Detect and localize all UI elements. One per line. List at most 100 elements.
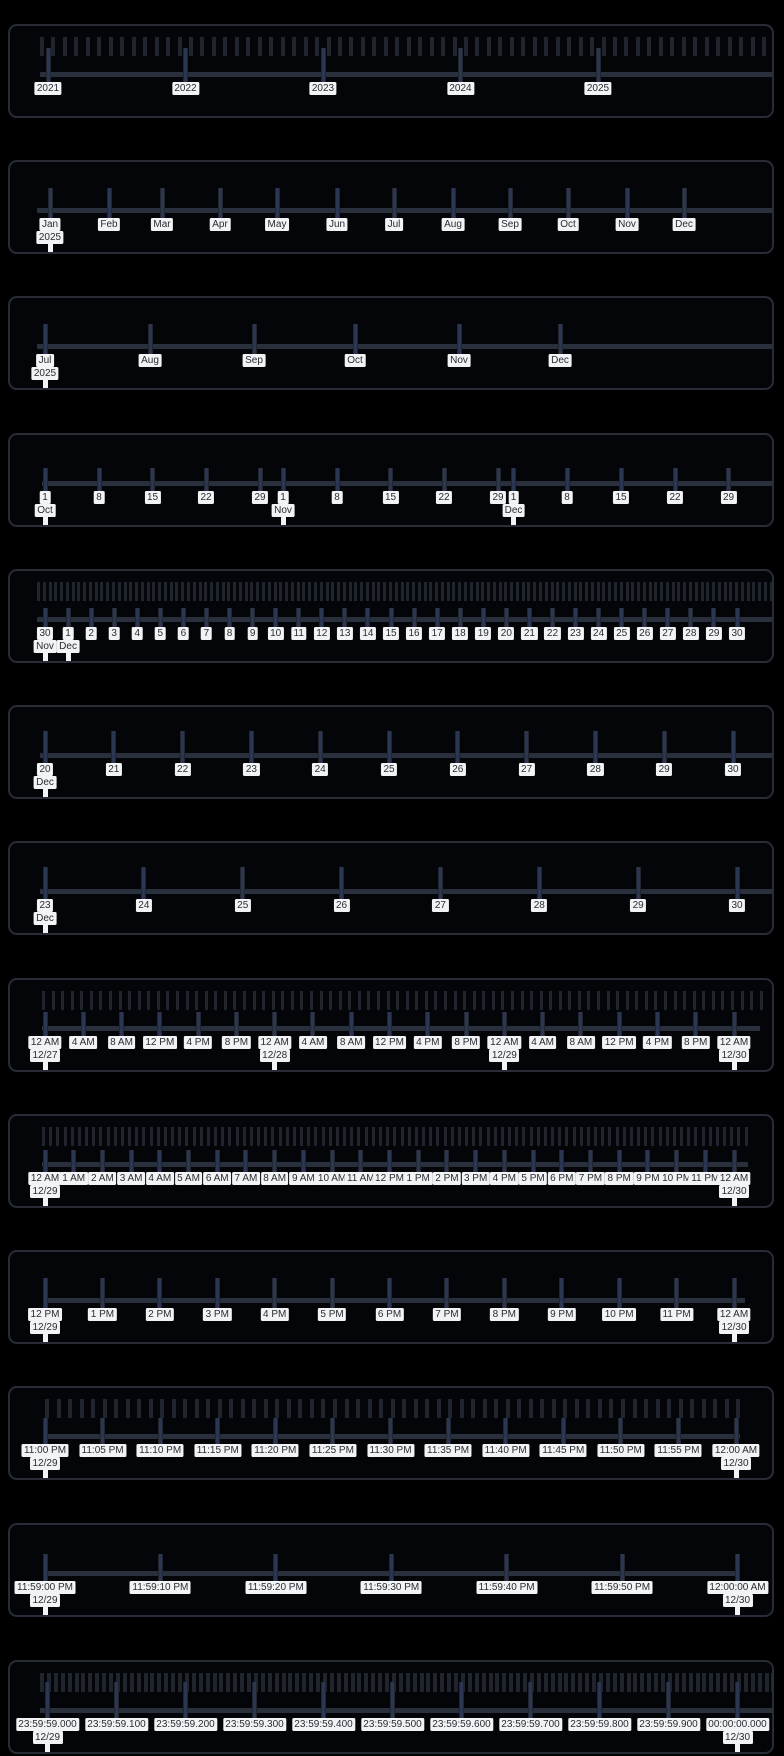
tick-label: 24: [590, 627, 607, 640]
date-label-tail: [42, 380, 48, 388]
major-tick: [42, 608, 48, 627]
minor-tick: [257, 37, 262, 56]
major-tick: [243, 1150, 249, 1172]
major-tick: [564, 468, 570, 491]
minor-tick: [91, 1399, 96, 1418]
minor-tick: [100, 582, 104, 601]
date-label-tail: [42, 517, 48, 525]
minor-tick: [533, 582, 537, 601]
major-tick: [134, 608, 140, 627]
minor-tick: [540, 1399, 545, 1418]
major-tick: [42, 1418, 48, 1444]
minor-tick: [727, 37, 732, 56]
minor-tick: [240, 1399, 245, 1418]
major-tick: [111, 608, 117, 627]
major-tick: [391, 188, 397, 218]
tick-label: 30: [724, 763, 742, 776]
major-tick: [272, 1012, 278, 1036]
tick-date-sublabel: 2025: [36, 231, 64, 244]
minor-tick: [377, 582, 381, 601]
major-tick: [240, 867, 246, 899]
date-label-tail: [501, 1062, 507, 1070]
major-tick: [731, 1012, 737, 1036]
minor-tick: [488, 1672, 493, 1692]
minor-tick: [574, 1399, 579, 1418]
tick-label: Jul: [36, 354, 54, 367]
major-tick: [681, 188, 687, 218]
minor-tick: [328, 1127, 332, 1146]
minor-tick: [192, 1127, 196, 1146]
major-tick: [42, 731, 48, 763]
tick-label: Jan: [39, 218, 61, 231]
tick-label: 2023: [309, 82, 337, 95]
minor-tick: [522, 1127, 526, 1146]
minor-tick: [88, 582, 92, 601]
tick-date-sublabel: 12/30: [720, 1457, 752, 1470]
minor-tick: [443, 991, 447, 1010]
minor-tick: [625, 991, 629, 1010]
major-tick: [635, 867, 641, 899]
minor-tick: [394, 582, 398, 601]
minor-tick: [549, 991, 553, 1010]
minor-tick: [372, 37, 377, 56]
minor-tick: [592, 1672, 596, 1692]
tick-date-sublabel: 12/29: [32, 1730, 63, 1744]
tick-label: 19: [475, 627, 492, 640]
minor-tick: [693, 37, 698, 56]
minor-tick: [125, 1399, 130, 1418]
tick-label: 23: [567, 627, 584, 640]
minor-tick: [701, 1127, 705, 1146]
minor-tick: [642, 582, 646, 601]
minor-tick: [329, 991, 333, 1010]
minor-tick: [521, 37, 526, 56]
major-tick: [183, 1681, 188, 1718]
tick-label: 11:30 PM: [366, 1444, 415, 1457]
minor-tick: [171, 1399, 176, 1418]
minor-tick: [333, 1399, 337, 1418]
tick-label: 8 PM: [681, 1036, 710, 1049]
minor-tick: [414, 1127, 418, 1146]
major-tick: [339, 867, 345, 899]
axis-panel-inner: 12 PM 12/29 1 PM 2 PM 3 PM 4 PM 5 PM 6 PM 7 PM 8 …: [10, 1252, 772, 1342]
major-tick: [157, 1278, 163, 1308]
minor-tick: [648, 582, 652, 601]
tick-label: 2 PM: [432, 1172, 462, 1185]
tick-label: 12:00:00 AM: [706, 1581, 769, 1594]
tick-label: 4 PM: [643, 1036, 672, 1049]
tick-label: Jul: [385, 218, 403, 231]
tick-label: 10 PM: [659, 1172, 694, 1185]
minor-tick: [194, 1399, 199, 1418]
major-tick: [530, 1150, 536, 1172]
major-tick: [352, 324, 358, 354]
minor-tick: [515, 1127, 519, 1146]
major-tick: [434, 608, 440, 627]
minor-tick: [737, 1127, 741, 1146]
minor-tick: [148, 1399, 153, 1418]
minor-tick: [221, 582, 225, 601]
tick-label: 11:59:10 PM: [129, 1581, 191, 1594]
minor-tick: [423, 582, 427, 601]
minor-tick: [539, 991, 543, 1010]
tick-label: 8: [331, 491, 343, 504]
minor-tick: [757, 1672, 762, 1692]
axis-panel-seconds-10s-steps: 11:59:00 PM 12/29 11:59:10 PM 11:59:20 PM 11…: [8, 1523, 774, 1617]
tick-label: 23: [243, 763, 260, 776]
axis-panel-inner: Jan 2025 Feb Mar Apr May Jun Jul Aug Sep Oct Nov Dec: [10, 162, 772, 252]
minor-tick: [354, 582, 358, 601]
minor-tick: [609, 1399, 614, 1418]
minor-tick: [228, 1127, 232, 1146]
date-label-tail: [735, 1743, 740, 1752]
minor-tick: [178, 1127, 182, 1146]
minor-tick: [360, 37, 365, 56]
minor-tick: [388, 582, 392, 601]
minor-tick: [252, 991, 256, 1010]
tick-label: 9 PM: [633, 1172, 663, 1185]
major-tick: [42, 1554, 48, 1581]
minor-tick: [665, 1127, 669, 1146]
minor-tick: [543, 1672, 548, 1692]
minor-tick: [367, 1399, 372, 1418]
minor-tick: [706, 582, 710, 601]
major-tick: [203, 608, 209, 627]
tick-label: 29: [489, 491, 507, 504]
tick-label: 23:59:59.400: [291, 1717, 356, 1731]
